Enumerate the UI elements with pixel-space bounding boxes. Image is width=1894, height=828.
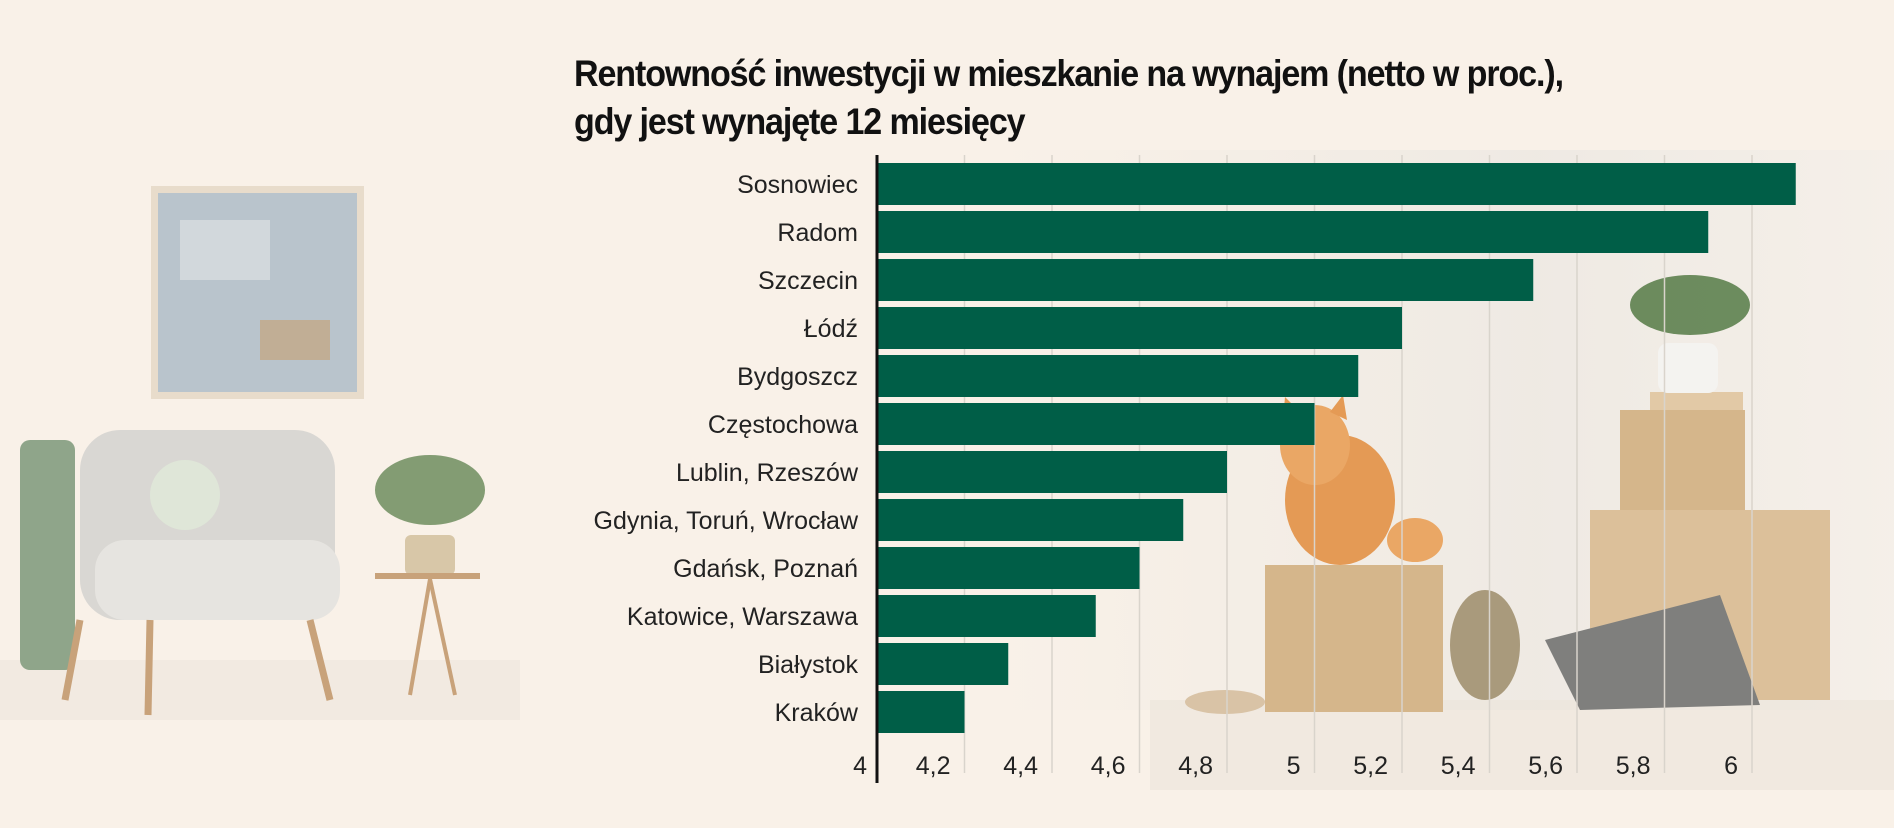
bar xyxy=(877,691,965,733)
category-label: Bydgoszcz xyxy=(737,363,858,391)
category-label: Gdynia, Toruń, Wrocław xyxy=(594,507,859,535)
x-tick-label: 5,2 xyxy=(1353,752,1388,780)
x-tick-label: 5,6 xyxy=(1528,752,1563,780)
x-tick-label: 5,8 xyxy=(1616,752,1651,780)
category-label: Sosnowiec xyxy=(737,171,858,199)
x-tick-label: 4,4 xyxy=(1003,752,1038,780)
x-tick-label: 4,2 xyxy=(916,752,951,780)
category-label: Częstochowa xyxy=(708,411,858,439)
x-tick-label: 4 xyxy=(853,752,867,780)
x-tick-label: 6 xyxy=(1724,752,1738,780)
painting-icon xyxy=(151,186,364,399)
x-tick-label: 4,8 xyxy=(1178,752,1213,780)
category-label: Katowice, Warszawa xyxy=(627,603,858,631)
bar xyxy=(877,163,1796,205)
bar xyxy=(877,643,1009,685)
bar xyxy=(877,451,1227,493)
bar xyxy=(877,595,1096,637)
chart-title-line-1: Rentowność inwestycji w mieszkanie na wy… xyxy=(574,53,1564,94)
bar xyxy=(877,259,1534,301)
category-label: Kraków xyxy=(775,699,859,727)
armchair-icon xyxy=(20,430,340,716)
category-label: Gdańsk, Poznań xyxy=(673,555,858,583)
plant-icon xyxy=(375,455,485,696)
x-tick-label: 5 xyxy=(1287,752,1301,780)
x-tick-label: 4,6 xyxy=(1091,752,1126,780)
bar xyxy=(877,547,1140,589)
bar xyxy=(877,499,1184,541)
x-tick-label: 5,4 xyxy=(1441,752,1476,780)
bar xyxy=(877,403,1315,445)
category-label: Łódź xyxy=(804,315,858,343)
category-label: Szczecin xyxy=(758,267,858,295)
bar xyxy=(877,211,1709,253)
chart-title-line-2: gdy jest wynajęte 12 miesięcy xyxy=(574,101,1026,142)
category-label: Radom xyxy=(777,219,858,247)
category-label: Lublin, Rzeszów xyxy=(676,459,859,487)
chart-title: Rentowność inwestycji w mieszkanie na wy… xyxy=(574,50,1564,146)
boxes-icon xyxy=(1185,275,1830,714)
bar xyxy=(877,355,1359,397)
bar xyxy=(877,307,1402,349)
category-label: Białystok xyxy=(758,651,859,679)
